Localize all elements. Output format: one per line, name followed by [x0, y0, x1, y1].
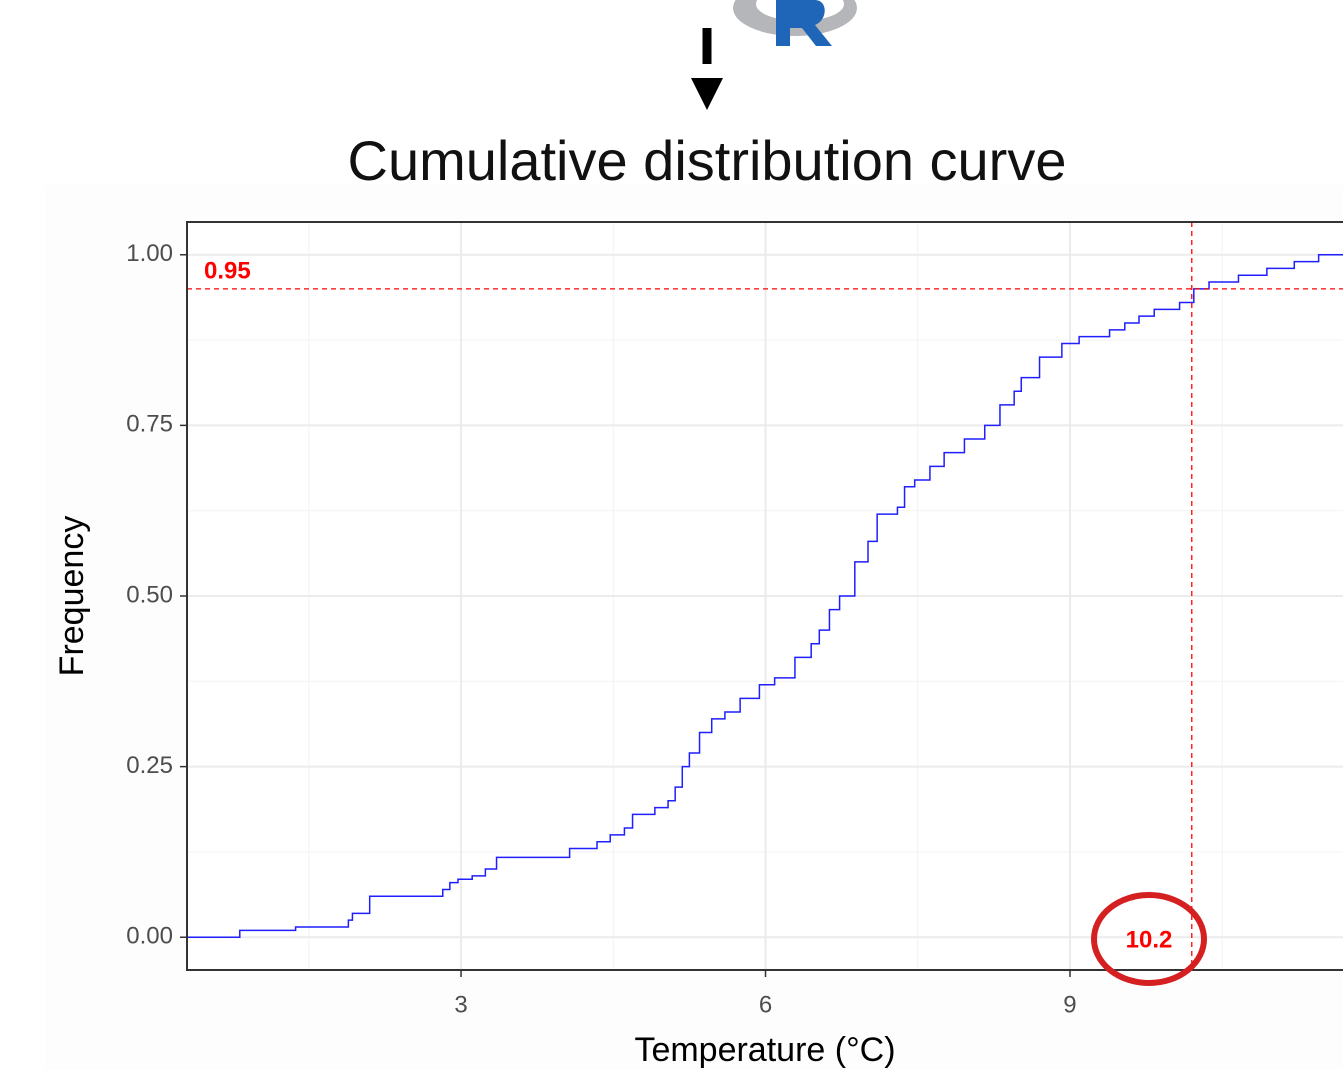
y-tick-label: 0.75 [126, 411, 173, 438]
r-logo [733, 0, 857, 46]
y-tick-label: 1.00 [126, 240, 173, 267]
panel-border [186, 221, 1343, 971]
y-axis-label: Frequency [53, 516, 91, 677]
x-tick-label: 9 [1063, 991, 1076, 1018]
x-axis-label: Temperature (°C) [634, 1031, 895, 1069]
y-tick-label: 0.25 [126, 752, 173, 779]
x-tick-label: 3 [454, 991, 467, 1018]
vline-label: 10.2 [1126, 926, 1173, 953]
chart-title: Cumulative distribution curve [348, 129, 1067, 192]
ecdf-line [187, 254, 1343, 938]
highlight-circle [1091, 892, 1207, 986]
y-tick-label: 0.00 [126, 923, 173, 950]
arrow-head [691, 78, 723, 110]
hline-label: 0.95 [204, 257, 251, 284]
y-tick-label: 0.50 [126, 581, 173, 608]
x-tick-label: 6 [759, 991, 772, 1018]
